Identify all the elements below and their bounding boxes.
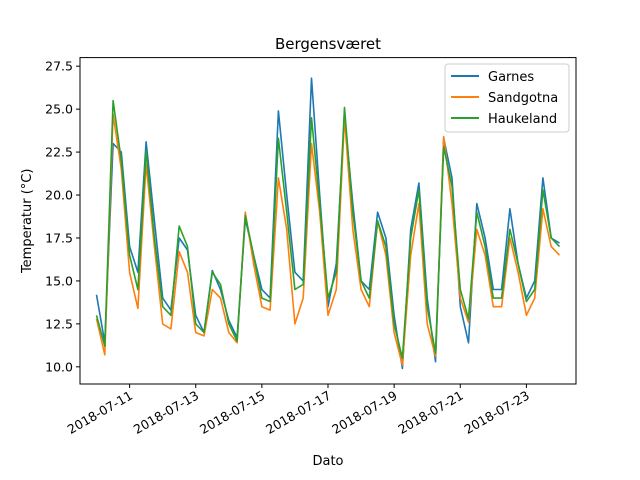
- y-tick-label: 17.5: [45, 230, 73, 245]
- chart-title: Bergensværet: [275, 35, 381, 53]
- series-line-sandgotna: [95, 113, 561, 366]
- y-tick-label: 22.5: [45, 145, 73, 160]
- y-tick-label: 27.5: [45, 59, 73, 74]
- y-tick-label: 15.0: [45, 273, 73, 288]
- y-axis-label: Temperatur (°C): [20, 169, 35, 274]
- legend: Garnes Sandgotna Haukeland: [444, 63, 570, 133]
- y-tick-label: 12.5: [45, 316, 73, 331]
- y-tick-label: 25.0: [45, 102, 73, 117]
- y-tick-label: 10.0: [45, 359, 73, 374]
- x-axis-label: Dato: [312, 454, 343, 469]
- series-layer: [95, 77, 561, 370]
- legend-label-haukeland: Haukeland: [488, 112, 557, 127]
- series-line-haukeland: [95, 99, 561, 359]
- y-tick-label: 20.0: [45, 188, 73, 203]
- legend-box: [444, 63, 570, 133]
- y-axis: 10.0 12.5 15.0 17.5 20.0 22.5 25.0 27.5: [45, 59, 80, 374]
- legend-label-sandgotna: Sandgotna: [488, 91, 558, 106]
- legend-label-garnes: Garnes: [488, 70, 534, 85]
